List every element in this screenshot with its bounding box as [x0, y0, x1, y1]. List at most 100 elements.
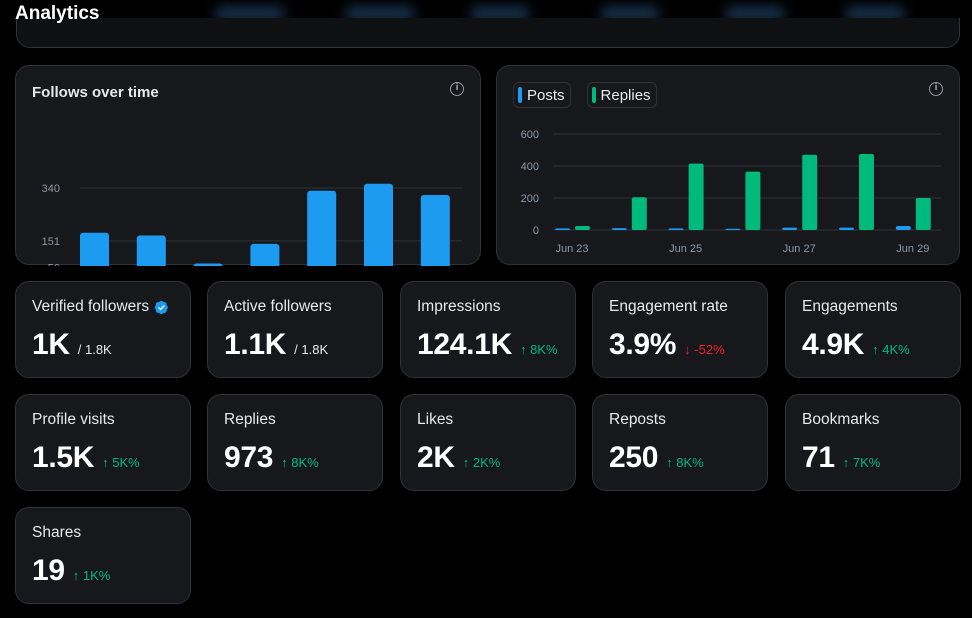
legend-posts[interactable]: Posts — [513, 82, 571, 108]
stat-label: Bookmarks — [802, 411, 880, 428]
posts-swatch — [518, 87, 522, 103]
stat-title: Impressions — [417, 298, 501, 316]
bar-positive — [307, 190, 337, 266]
stat-value-row: 71 ↑ 7K% — [802, 441, 880, 475]
y-tick-label: 200 — [521, 193, 539, 205]
stat-change: ↑ 1K% — [72, 568, 111, 583]
info-icon[interactable]: i — [450, 82, 464, 96]
stat-card-active-followers[interactable]: Active followers 1.1K / 1.8K — [207, 281, 383, 378]
bar-positive — [136, 235, 166, 266]
stat-card-bookmarks[interactable]: Bookmarks 71 ↑ 7K% — [785, 394, 961, 491]
stat-value: 19 — [32, 554, 65, 587]
stat-card-engagements[interactable]: Engagements 4.9K ↑ 4K% — [785, 281, 961, 378]
stat-change: ↑ 8K% — [281, 455, 319, 470]
x-tick-label: Jun 27 — [783, 243, 816, 255]
stat-value: 3.9% — [609, 328, 677, 361]
stat-value-row: 124.1K ↑ 8K% — [417, 328, 558, 362]
stat-title: Engagements — [802, 298, 898, 316]
bar-replies — [688, 163, 704, 230]
stat-value: 250 — [609, 441, 659, 474]
stat-total: / 1.8K — [294, 342, 329, 357]
stat-value: 4.9K — [802, 328, 865, 361]
bar-posts — [895, 226, 911, 230]
info-icon[interactable]: i — [929, 82, 943, 96]
stat-title: Bookmarks — [802, 411, 880, 429]
stat-value: 1.5K — [32, 441, 95, 474]
stat-value-row: 1.5K ↑ 5K% — [32, 441, 140, 475]
stat-card-reposts[interactable]: Reposts 250 ↑ 8K% — [592, 394, 768, 491]
stat-card-verified-followers[interactable]: Verified followers 1K / 1.8K — [15, 281, 191, 378]
stat-change: ↑ 2K% — [462, 455, 501, 470]
x-tick-label: Jun 29 — [896, 243, 929, 255]
stat-total: / 1.8K — [77, 342, 112, 357]
stat-title: Reposts — [609, 411, 666, 429]
page-title: Analytics — [15, 3, 100, 24]
stat-change: ↑ 4K% — [872, 342, 910, 357]
top-panel — [16, 18, 960, 48]
follows-chart-card: Follows over time i 34015156-39Jun 23Jun… — [15, 65, 481, 266]
bar-replies — [745, 171, 761, 230]
stat-value-row: 1.1K / 1.8K — [224, 328, 328, 362]
bar-positive — [364, 183, 393, 266]
bar-replies — [915, 198, 931, 230]
stat-title: Profile visits — [32, 411, 115, 429]
y-tick-label: 600 — [521, 129, 539, 141]
bar-posts — [839, 227, 854, 230]
stat-title: Engagement rate — [609, 298, 728, 316]
bar-replies — [859, 154, 874, 230]
bar-posts — [725, 228, 741, 230]
stat-title: Active followers — [224, 298, 332, 316]
stat-label: Profile visits — [32, 411, 115, 428]
stat-value-row: 4.9K ↑ 4K% — [802, 328, 910, 362]
follows-chart-title: Follows over time — [32, 84, 159, 101]
verified-badge-icon — [154, 300, 169, 314]
stat-value: 2K — [417, 441, 455, 474]
stat-value-row: 973 ↑ 8K% — [224, 441, 319, 475]
stat-value-row: 250 ↑ 8K% — [609, 441, 704, 475]
stat-change: ↑ 8K% — [666, 455, 704, 470]
stat-label: Shares — [32, 524, 82, 541]
bar-posts — [555, 228, 570, 230]
legend-posts-label: Posts — [527, 86, 565, 104]
bar-positive — [80, 232, 109, 266]
stat-label: Engagements — [802, 298, 898, 315]
y-tick-label: 0 — [533, 225, 539, 237]
bar-posts — [668, 228, 684, 230]
stat-value-row: 2K ↑ 2K% — [417, 441, 500, 475]
stat-value: 124.1K — [417, 328, 512, 361]
stat-label: Reposts — [609, 411, 666, 428]
bar-positive — [193, 263, 223, 266]
activity-chart-card: Posts Replies i 600 400 200 0 Jun 23 Jun 25 Ju… — [496, 65, 960, 265]
legend-replies[interactable]: Replies — [586, 82, 657, 108]
y-tick-label: 340 — [42, 183, 60, 195]
stat-title: Shares — [32, 524, 81, 542]
bar-posts — [782, 227, 798, 230]
stat-change: ↑ 5K% — [102, 455, 140, 470]
stat-value-row: 19 ↑ 1K% — [32, 554, 110, 588]
stat-title: Likes — [417, 411, 453, 429]
stat-change: ↑ 8K% — [519, 342, 558, 357]
stat-value: 1K — [32, 328, 70, 361]
stat-value: 1.1K — [224, 328, 287, 361]
bar-replies — [802, 154, 818, 230]
replies-swatch — [591, 87, 596, 103]
y-tick-label: 56 — [48, 262, 60, 266]
stat-card-replies[interactable]: Replies 973 ↑ 8K% — [207, 394, 383, 491]
stat-card-engagement-rate[interactable]: Engagement rate 3.9% ↓ -52% — [592, 281, 768, 378]
stat-card-shares[interactable]: Shares 19 ↑ 1K% — [15, 507, 191, 604]
bar-replies — [575, 226, 590, 230]
bar-positive — [250, 243, 280, 266]
stat-card-likes[interactable]: Likes 2K ↑ 2K% — [400, 394, 576, 491]
stat-change: ↑ 7K% — [842, 455, 881, 470]
stat-card-profile-visits[interactable]: Profile visits 1.5K ↑ 5K% — [15, 394, 191, 491]
stat-title: Verified followers — [32, 298, 169, 316]
stat-label: Likes — [417, 411, 454, 428]
x-tick-label: Jun 23 — [555, 243, 588, 255]
stat-change: ↓ -52% — [684, 342, 725, 357]
x-tick-label: Jun 25 — [669, 243, 702, 255]
stat-label: Impressions — [417, 298, 501, 315]
chart-legend: Posts Replies — [513, 82, 657, 108]
stat-value: 973 — [224, 441, 274, 474]
stat-card-impressions[interactable]: Impressions 124.1K ↑ 8K% — [400, 281, 576, 378]
